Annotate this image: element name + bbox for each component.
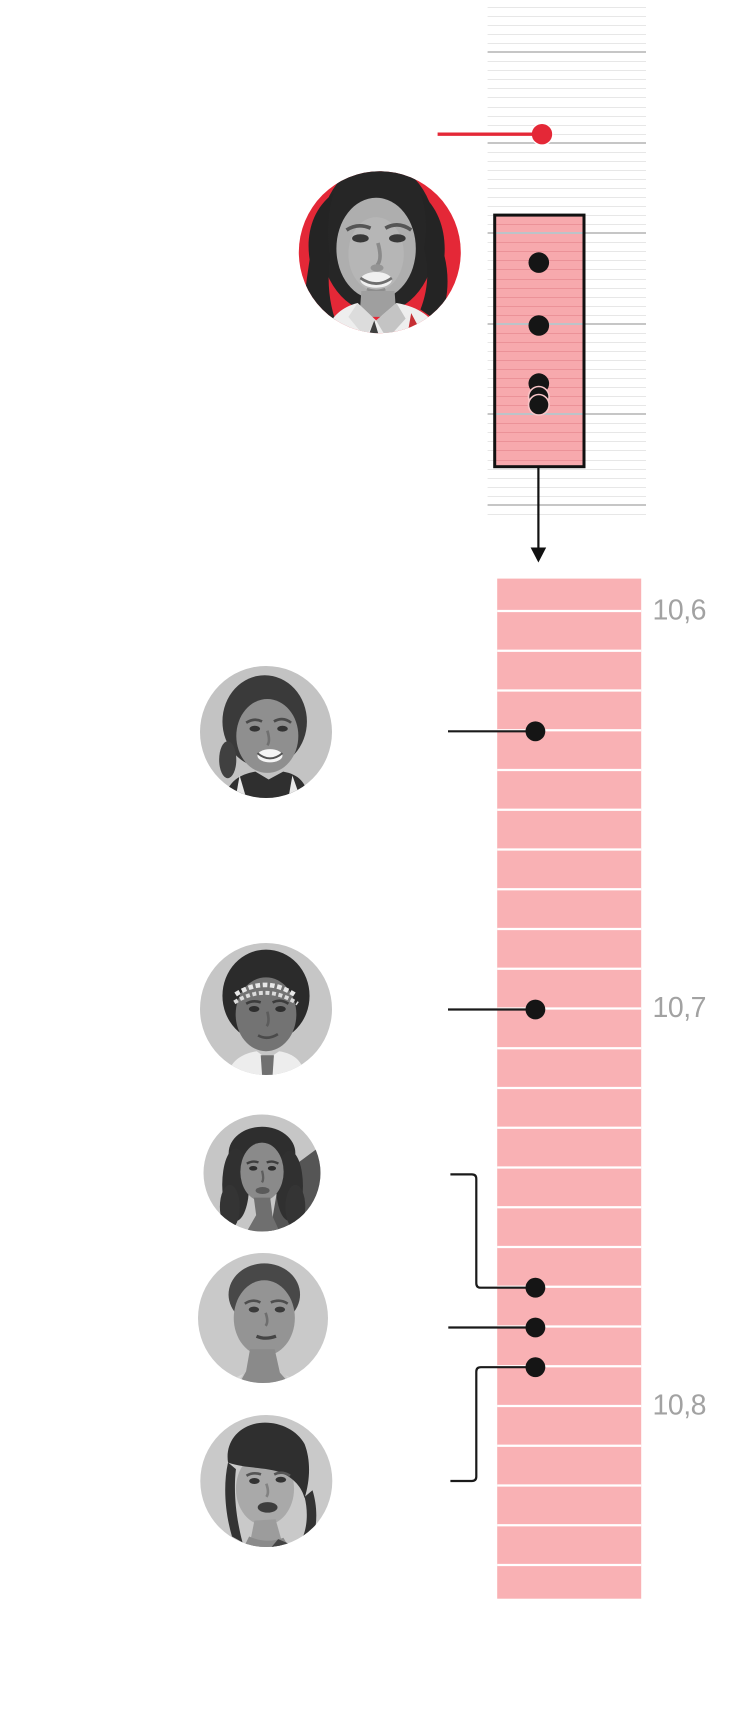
svg-text:10,6: 10,6 <box>653 595 706 627</box>
svg-text:10,8: 10,8 <box>653 1390 706 1422</box>
svg-text:10,7: 10,7 <box>653 992 706 1024</box>
